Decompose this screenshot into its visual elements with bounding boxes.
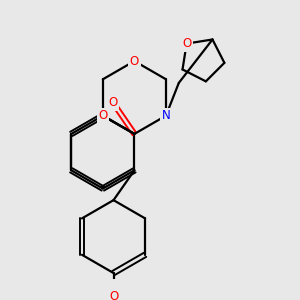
Text: O: O	[130, 55, 139, 68]
Text: O: O	[98, 109, 107, 122]
Text: O: O	[182, 37, 191, 50]
Text: O: O	[108, 96, 118, 109]
Text: O: O	[109, 290, 118, 300]
Text: N: N	[162, 109, 170, 122]
